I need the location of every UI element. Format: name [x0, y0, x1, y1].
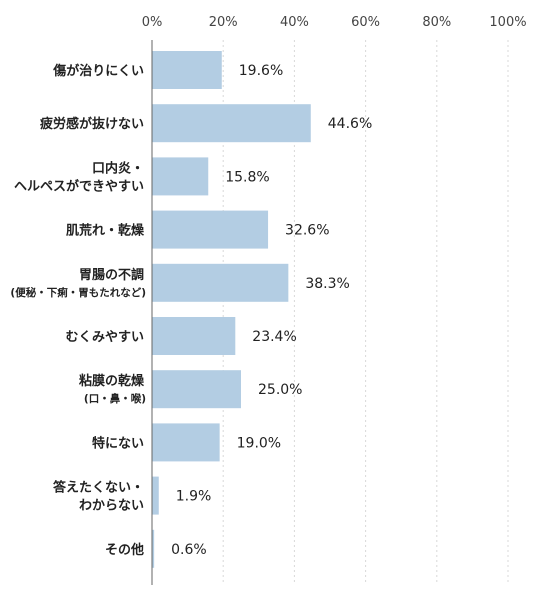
bar — [152, 263, 289, 302]
category-label: 特にない — [92, 435, 144, 451]
value-labels: 19.6% 44.6% 15.8% 32.6% 38.3% 23.4% 25.0% 19.0%… — [171, 63, 372, 558]
data-label: 19.6% — [239, 63, 283, 79]
bar — [152, 51, 222, 89]
category-label: 疲労感が抜けない — [40, 116, 144, 132]
x-tick-label: 20% — [209, 15, 238, 30]
x-tick-label: 0% — [142, 15, 163, 30]
category-label: 胃腸の不調 — [79, 267, 144, 283]
data-label: 44.6% — [328, 116, 372, 132]
x-tick-label: 40% — [280, 15, 309, 30]
category-sublabel: (便秘・下痢・胃もたれなど) — [10, 286, 146, 299]
data-label: 0.6% — [171, 542, 207, 558]
data-label: 32.6% — [285, 223, 329, 239]
bar — [152, 423, 220, 462]
category-label: 肌荒れ・乾燥 — [66, 223, 145, 239]
data-label: 15.8% — [225, 169, 269, 185]
category-label: わからない — [79, 499, 144, 514]
category-label: その他 — [105, 542, 144, 558]
category-label: 傷が治りにくい — [52, 63, 144, 79]
category-label: ヘルペスができやすい — [14, 178, 144, 194]
bar — [152, 476, 159, 515]
data-label: 25.0% — [258, 382, 302, 398]
bar — [152, 210, 269, 249]
x-tick-label: 60% — [351, 15, 380, 30]
bar — [152, 529, 155, 568]
category-label: むくみやすい — [65, 330, 144, 345]
x-axis-ticks: 0% 20% 40% 60% 80% 100% — [142, 15, 527, 30]
bar — [152, 317, 236, 355]
bar — [152, 370, 241, 409]
data-label: 1.9% — [176, 489, 212, 505]
x-tick-label: 100% — [489, 15, 526, 30]
category-label: 粘膜の乾燥 — [78, 373, 145, 389]
category-sublabel: (口・鼻・喉) — [84, 392, 146, 405]
bars — [152, 51, 311, 568]
bar — [152, 104, 311, 143]
category-label: 答えたくない・ — [53, 480, 144, 496]
category-label: 口内炎・ — [92, 160, 144, 176]
bar — [152, 157, 209, 196]
x-tick-label: 80% — [422, 15, 451, 30]
data-label: 23.4% — [252, 329, 296, 345]
data-label: 38.3% — [305, 276, 349, 292]
category-labels: 傷が治りにくい疲労感が抜けない口内炎・ヘルペスができやすい肌荒れ・乾燥胃腸の不調… — [10, 63, 146, 558]
data-label: 19.0% — [237, 435, 281, 451]
